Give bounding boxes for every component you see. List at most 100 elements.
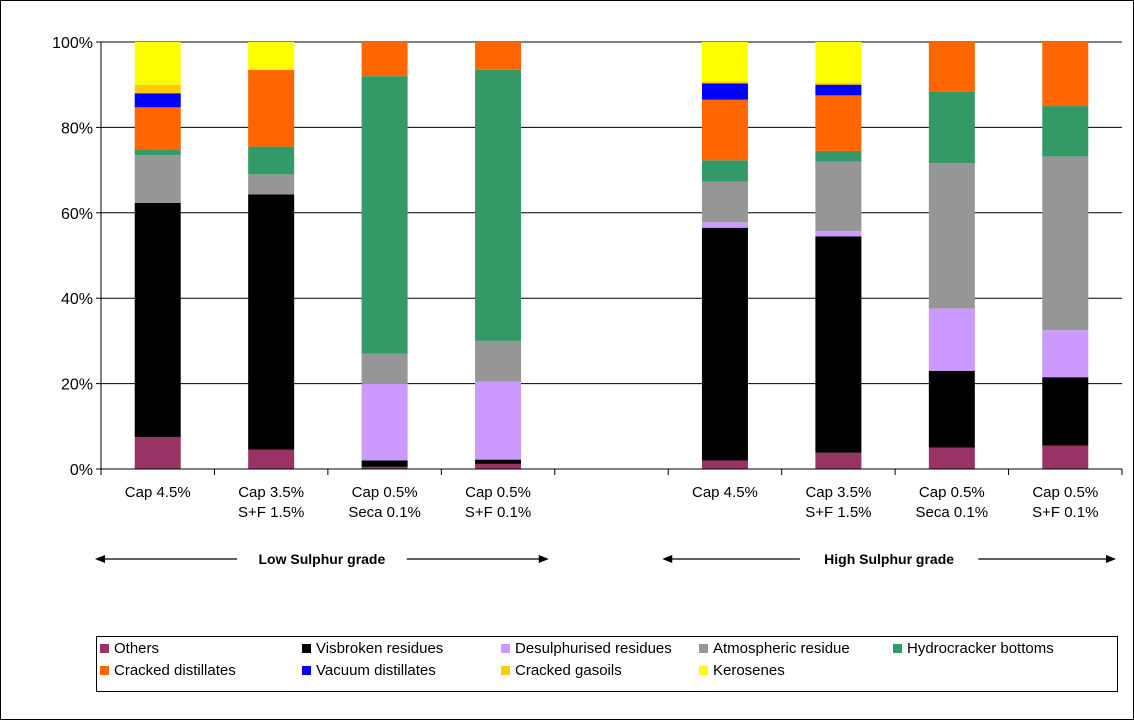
legend-label: Desulphurised residues xyxy=(515,639,672,657)
bar-segment xyxy=(134,42,181,85)
bar-segment xyxy=(815,236,862,453)
legend-item: Hydrocracker bottoms xyxy=(893,638,1054,658)
legend-label: Kerosenes xyxy=(713,661,785,679)
x-category-labels: Cap 4.5% Cap 3.5% S+F 1.5% Cap 0.5% Seca 0.1… xyxy=(125,484,1099,521)
bar-segment xyxy=(248,194,295,450)
group-label: Low Sulphur grade xyxy=(258,551,385,567)
legend: Others Visbroken residues Desulphurised re… xyxy=(96,636,1118,692)
bar-segment xyxy=(475,340,522,382)
bar-segment xyxy=(134,155,181,203)
bar-segment xyxy=(701,181,748,223)
bar-segment xyxy=(134,202,181,437)
bar-segment xyxy=(475,463,522,469)
group-labels: Low Sulphur grade High Sulphur grade xyxy=(95,551,1116,567)
bar-segment xyxy=(701,160,748,182)
x-category-label: S+F 1.5% xyxy=(238,504,304,521)
legend-label: Others xyxy=(114,639,160,657)
bar-segment xyxy=(248,174,295,195)
legend-label: Atmospheric residue xyxy=(713,639,850,657)
x-category-label: Cap 4.5% xyxy=(125,484,191,501)
bar-segment xyxy=(134,436,181,469)
bar-segment xyxy=(1042,377,1089,446)
x-category-label: Seca 0.1% xyxy=(348,504,421,521)
bar-segment xyxy=(361,42,408,77)
bar-segment xyxy=(361,353,408,384)
legend-item: Vacuum distillates xyxy=(302,660,436,680)
legend-label: Vacuum distillates xyxy=(316,661,436,679)
legend-item: Atmospheric residue xyxy=(699,638,850,658)
bar-segment xyxy=(1042,156,1089,331)
legend-swatch xyxy=(302,643,311,653)
bar-segment xyxy=(248,146,295,175)
bar-segment xyxy=(475,69,522,341)
bar-segment xyxy=(815,42,862,83)
bar-segment xyxy=(815,161,862,232)
y-tick-label: 0% xyxy=(70,462,93,479)
legend-label: Cracked distillates xyxy=(114,661,236,679)
bar-segment xyxy=(248,449,295,469)
y-tick-label: 20% xyxy=(61,377,93,394)
legend-swatch xyxy=(893,643,902,653)
legend-item: Kerosenes xyxy=(699,660,785,680)
bar-segment xyxy=(475,42,522,70)
arrow-left-icon xyxy=(662,555,673,563)
y-tick-labels: 0% 20% 40% 60% 80% 100% xyxy=(52,35,93,479)
stacked-bar-chart: 0% 20% 40% 60% 80% 100% Cap 4.5% Cap 3.5% S+F 1… xyxy=(52,35,1123,567)
bar-segment xyxy=(928,42,975,92)
legend-label: Hydrocracker bottoms xyxy=(907,639,1054,657)
bar-segment xyxy=(815,452,862,469)
bar-segment xyxy=(361,76,408,354)
bar-segment xyxy=(701,227,748,461)
bar-segment xyxy=(701,81,748,84)
bar-segment xyxy=(928,308,975,371)
axes xyxy=(100,42,1123,475)
y-tick-label: 100% xyxy=(52,35,93,52)
legend-item: Cracked distillates xyxy=(100,660,236,680)
x-category-label: S+F 1.5% xyxy=(805,504,871,521)
bar-segment xyxy=(248,69,295,147)
legend-item: Cracked gasoils xyxy=(501,660,622,680)
bar-segment xyxy=(815,82,862,85)
bar-segment xyxy=(928,447,975,469)
bar-segment xyxy=(701,42,748,82)
legend-item: Others xyxy=(100,638,159,658)
x-category-label: S+F 0.1% xyxy=(465,504,531,521)
legend-label: Visbroken residues xyxy=(316,639,444,657)
bar-segment xyxy=(1042,42,1089,107)
legend-swatch xyxy=(699,665,708,675)
x-category-label: S+F 0.1% xyxy=(1032,504,1098,521)
legend-swatch xyxy=(699,643,708,653)
legend-item: Desulphurised residues xyxy=(501,638,672,658)
bar-segment xyxy=(361,466,408,469)
x-category-label: Seca 0.1% xyxy=(916,504,989,521)
x-category-label: Cap 0.5% xyxy=(919,484,985,501)
bar-segment xyxy=(1042,106,1089,157)
bar-segment xyxy=(134,84,181,94)
legend-swatch xyxy=(501,665,510,675)
bar-segment xyxy=(701,83,748,100)
legend-swatch xyxy=(100,643,109,653)
bars xyxy=(134,42,1089,469)
bar-segment xyxy=(1042,330,1089,378)
x-category-label: Cap 0.5% xyxy=(352,484,418,501)
group-label: High Sulphur grade xyxy=(824,551,954,567)
arrow-left-icon xyxy=(95,555,105,563)
legend-item: Visbroken residues xyxy=(302,638,443,658)
bar-segment xyxy=(475,381,522,460)
bar-segment xyxy=(928,370,975,448)
x-category-label: Cap 0.5% xyxy=(465,484,531,501)
bar-segment xyxy=(134,93,181,108)
bar-segment xyxy=(928,163,975,309)
y-tick-label: 60% xyxy=(61,206,93,223)
bar-segment xyxy=(248,42,295,70)
x-category-label: Cap 0.5% xyxy=(1032,484,1098,501)
bar-segment xyxy=(361,460,408,467)
x-category-label: Cap 3.5% xyxy=(805,484,871,501)
bar-segment xyxy=(815,95,862,151)
legend-label: Cracked gasoils xyxy=(515,661,622,679)
bar-segment xyxy=(928,91,975,164)
y-tick-label: 40% xyxy=(61,291,93,308)
x-category-label: Cap 3.5% xyxy=(238,484,304,501)
bar-segment xyxy=(701,460,748,469)
bar-segment xyxy=(361,383,408,461)
